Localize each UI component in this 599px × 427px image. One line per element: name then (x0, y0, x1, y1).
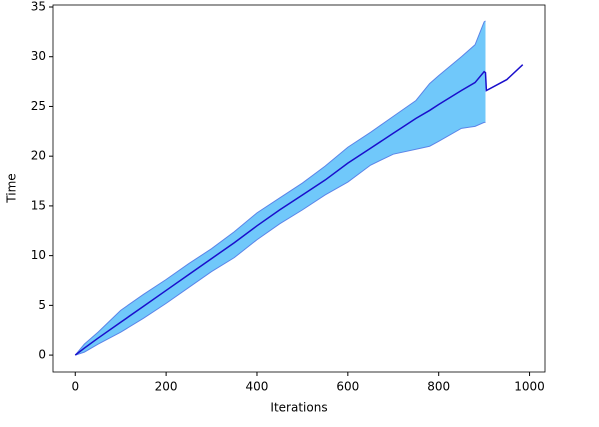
std-band (75, 20, 486, 356)
x-tick-label: 400 (246, 380, 269, 394)
y-tick-label: 0 (38, 348, 46, 362)
x-tick-label: 800 (427, 380, 450, 394)
y-tick-label: 20 (31, 149, 46, 163)
x-axis-label: Iterations (270, 401, 327, 415)
x-tick-label: 1000 (514, 380, 545, 394)
band-edge (74, 20, 486, 356)
band-edge (75, 121, 486, 356)
y-tick-label: 10 (31, 248, 46, 262)
x-tick-label: 600 (336, 380, 359, 394)
y-tick-label: 25 (31, 99, 46, 113)
y-tick-label: 5 (38, 298, 46, 312)
x-tick-label: 200 (155, 380, 178, 394)
y-tick-label: 15 (31, 198, 46, 212)
y-axis-label: Time (5, 173, 19, 203)
plot-frame (52, 4, 546, 373)
x-tick-label: 0 (71, 380, 79, 394)
mean-line (74, 64, 524, 356)
y-tick-label: 30 (31, 49, 46, 63)
y-tick-label: 35 (31, 0, 46, 13)
